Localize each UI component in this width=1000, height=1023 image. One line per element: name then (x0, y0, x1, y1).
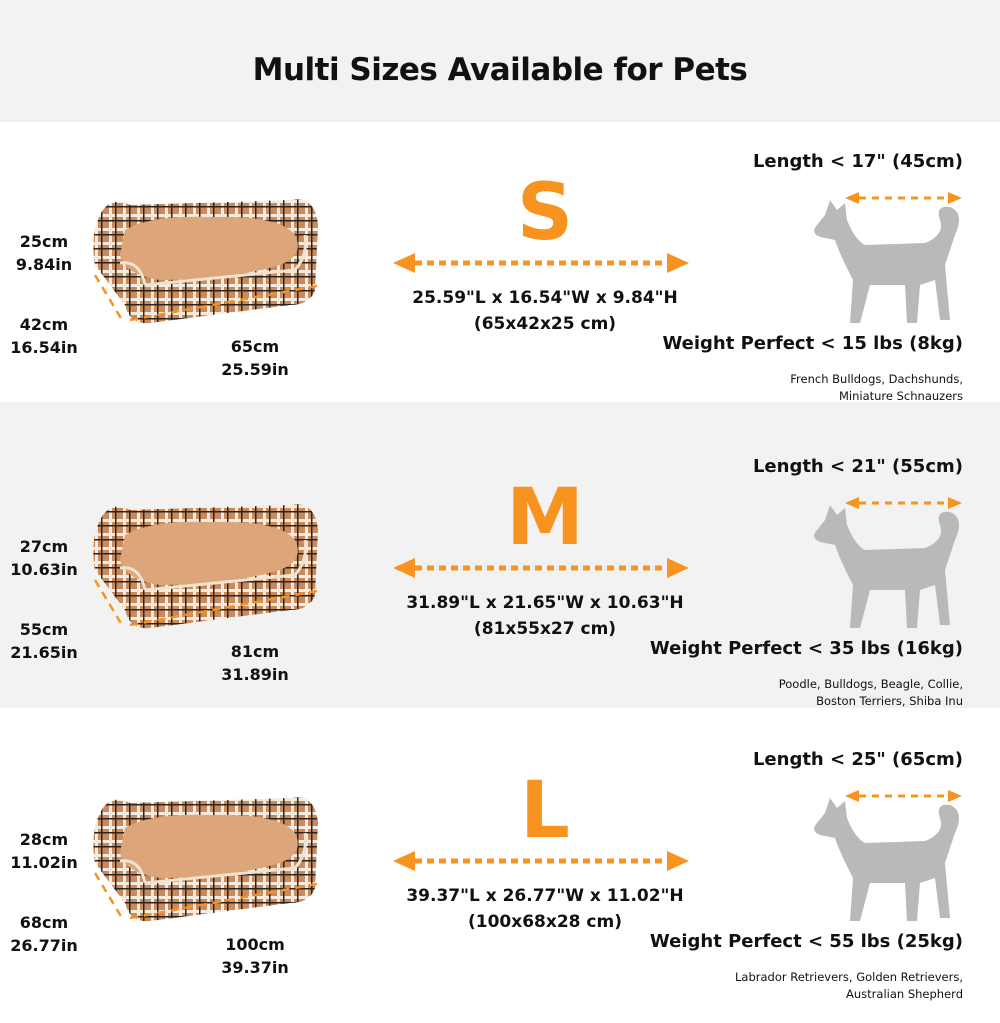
page-title: Multi Sizes Available for Pets (252, 52, 748, 88)
dimensions-cm: (81x55x27 cm) (473, 619, 617, 639)
breeds-line-2: Miniature Schnauzers (838, 389, 963, 403)
height-in: 9.84in (15, 255, 73, 274)
length-label: 65cm 25.59in (215, 335, 295, 381)
breeds-line-1: Labrador Retrievers, Golden Retrievers, (735, 970, 963, 984)
dimensions-inches: 31.89"L x 21.65"W x 10.63"H (406, 593, 684, 613)
pet-length: Length < 21" (55cm) (752, 456, 963, 477)
height-cm: 27cm (19, 537, 69, 556)
width-cm: 68cm (19, 913, 69, 932)
pet-bed-image (93, 797, 322, 922)
width-in: 26.77in (10, 936, 78, 955)
dimensions-inches: 25.59"L x 16.54"W x 9.84"H (412, 288, 678, 308)
size-section-s: 25cm 9.84in 42cm 16.54in 65cm 25.59in S … (0, 135, 1000, 425)
height-in: 11.02in (10, 853, 78, 872)
height-label: 28cm 11.02in (8, 828, 80, 874)
dimensions: 39.37"L x 26.77"W x 11.02"H (100x68x28 c… (380, 883, 710, 935)
size-letter: M (506, 473, 584, 563)
width-cm: 42cm (19, 315, 69, 334)
width-cm: 55cm (19, 620, 69, 639)
length-arrow-icon (845, 192, 962, 204)
weight-limit: Weight Perfect < 35 lbs (16kg) (649, 638, 963, 659)
breeds-line-2: Boston Terriers, Shiba Inu (816, 694, 963, 708)
dimensions: 25.59"L x 16.54"W x 9.84"H (65x42x25 cm) (380, 285, 710, 337)
double-arrow-icon (393, 253, 689, 273)
length-cm: 65cm (230, 337, 280, 356)
height-cm: 28cm (19, 830, 69, 849)
width-in: 21.65in (10, 643, 78, 662)
pet-bed-image (93, 199, 322, 324)
pet-length: Length < 25" (65cm) (752, 749, 963, 770)
height-label: 25cm 9.84in (8, 230, 80, 276)
height-cm: 25cm (19, 232, 69, 251)
length-cm: 81cm (230, 642, 280, 661)
pet-length: Length < 17" (45cm) (752, 151, 963, 172)
dimensions-inches: 39.37"L x 26.77"W x 11.02"H (406, 886, 684, 906)
length-in: 31.89in (221, 665, 289, 684)
length-label: 100cm 39.37in (215, 933, 295, 979)
pet-bed-image (93, 504, 322, 629)
weight-limit: Weight Perfect < 15 lbs (8kg) (662, 333, 963, 354)
header-band (0, 0, 1000, 122)
size-letter: S (516, 168, 574, 258)
size-section-l: 28cm 11.02in 68cm 26.77in 100cm 39.37in … (0, 733, 1000, 1023)
width-label: 42cm 16.54in (8, 313, 80, 359)
double-arrow-icon (393, 851, 689, 871)
breeds-line-1: Poodle, Bulldogs, Beagle, Collie, (778, 677, 963, 691)
length-arrow-icon (845, 497, 962, 509)
length-arrow-icon (845, 790, 962, 802)
width-label: 55cm 21.65in (8, 618, 80, 664)
husky-silhouette-icon (814, 200, 959, 323)
weight-limit: Weight Perfect < 55 lbs (25kg) (649, 931, 963, 952)
collie-silhouette-icon (814, 505, 959, 628)
double-arrow-icon (393, 558, 689, 578)
height-label: 27cm 10.63in (8, 535, 80, 581)
dimensions: 31.89"L x 21.65"W x 10.63"H (81x55x27 cm… (380, 590, 710, 642)
height-in: 10.63in (10, 560, 78, 579)
chow-silhouette-icon (814, 798, 959, 921)
width-in: 16.54in (10, 338, 78, 357)
length-cm: 100cm (225, 935, 285, 954)
size-section-m: 27cm 10.63in 55cm 21.65in 81cm 31.89in M… (0, 440, 1000, 730)
length-in: 39.37in (221, 958, 289, 977)
breeds: Poodle, Bulldogs, Beagle, Collie, Boston… (779, 676, 963, 710)
breeds-line-1: French Bulldogs, Dachshunds, (790, 372, 963, 386)
dimensions-cm: (100x68x28 cm) (468, 912, 622, 932)
breeds: Labrador Retrievers, Golden Retrievers, … (735, 969, 963, 1003)
dimensions-cm: (65x42x25 cm) (473, 314, 617, 334)
breeds: French Bulldogs, Dachshunds, Miniature S… (790, 371, 963, 405)
length-label: 81cm 31.89in (215, 640, 295, 686)
breeds-line-2: Australian Shepherd (846, 987, 963, 1001)
length-in: 25.59in (221, 360, 289, 379)
width-label: 68cm 26.77in (8, 911, 80, 957)
size-letter: L (520, 766, 570, 856)
